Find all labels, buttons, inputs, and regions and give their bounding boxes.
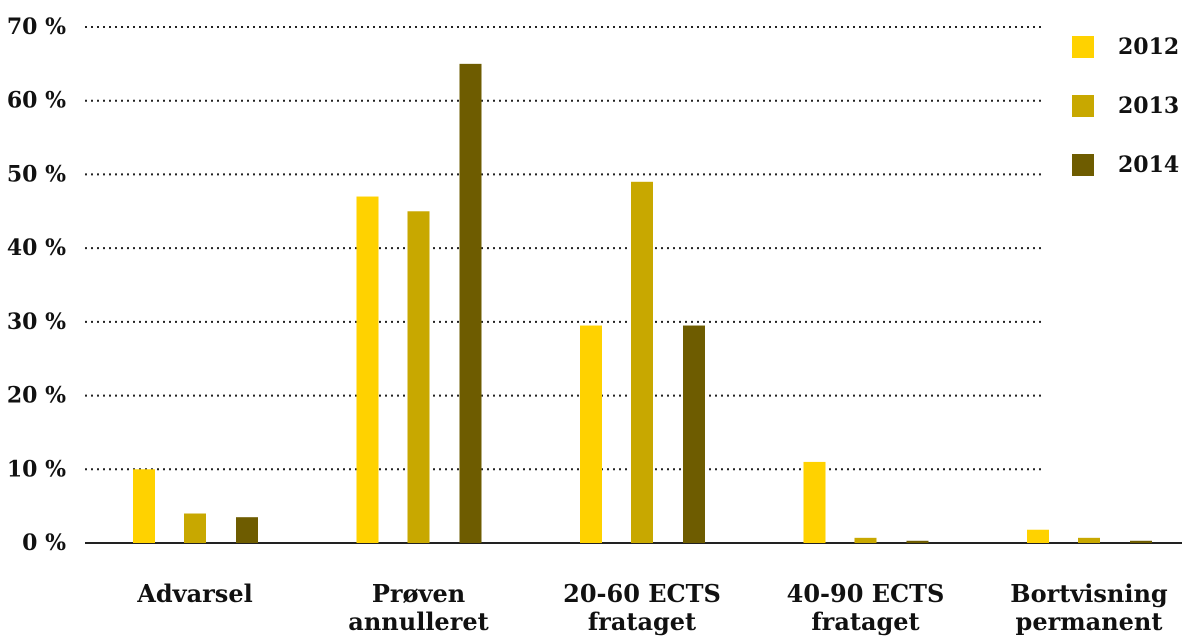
y-tick-label: 30 %	[7, 309, 66, 335]
y-tick-label: 0 %	[22, 530, 66, 556]
bar	[236, 517, 258, 543]
legend-swatch	[1072, 154, 1094, 176]
bar	[1130, 540, 1152, 543]
legend: 2012 2013 2014	[1072, 34, 1179, 178]
bar	[580, 325, 602, 543]
bar	[683, 325, 705, 543]
x-category-label: Bortvisning permanent	[1010, 579, 1168, 636]
y-tick-label: 70 %	[7, 14, 66, 40]
legend-label: 2014	[1118, 152, 1179, 178]
legend-label: 2013	[1118, 93, 1179, 119]
x-category-label: Advarsel	[136, 579, 252, 608]
category-labels: Advarsel Prøven annulleret 20-60 ECTS fratag…	[136, 579, 1168, 636]
bar	[184, 513, 206, 543]
y-tick-label: 20 %	[7, 383, 66, 409]
x-category-label: Prøven annulleret	[348, 579, 488, 636]
bar	[356, 196, 379, 544]
bar	[803, 461, 826, 543]
bar	[1078, 537, 1100, 543]
legend-swatch	[1072, 95, 1094, 117]
y-tick-label: 40 %	[7, 235, 66, 261]
bar	[906, 540, 929, 543]
x-category-label: 40-90 ECTS frataget	[787, 579, 945, 636]
y-tick-labels: 0 % 10 % 20 % 30 % 40 % 50 % 60 % 70 %	[7, 14, 66, 556]
bar	[1027, 529, 1049, 543]
bar	[407, 211, 430, 544]
y-tick-label: 60 %	[7, 88, 66, 114]
y-tick-label: 10 %	[7, 456, 66, 482]
bar	[854, 537, 877, 543]
bar	[631, 181, 653, 544]
bars	[133, 63, 1152, 544]
y-tick-label: 50 %	[7, 161, 66, 187]
gridlines	[85, 26, 1182, 544]
legend-label: 2012	[1118, 34, 1179, 60]
x-category-label: 20-60 ECTS frataget	[563, 579, 721, 636]
bar	[459, 63, 482, 543]
legend-swatch	[1072, 36, 1094, 58]
bar	[133, 469, 155, 543]
